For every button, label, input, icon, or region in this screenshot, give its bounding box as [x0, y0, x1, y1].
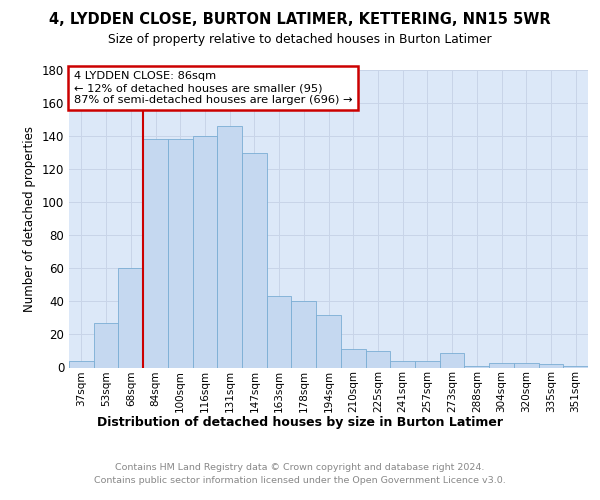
Bar	[341, 350, 365, 368]
Text: 4 LYDDEN CLOSE: 86sqm
← 12% of detached houses are smaller (95)
87% of semi-deta: 4 LYDDEN CLOSE: 86sqm ← 12% of detached …	[74, 72, 353, 104]
Bar	[267, 296, 292, 368]
Bar	[514, 362, 539, 368]
Bar	[193, 136, 217, 368]
Bar	[390, 361, 415, 368]
Text: Size of property relative to detached houses in Burton Latimer: Size of property relative to detached ho…	[108, 32, 492, 46]
Bar	[440, 352, 464, 368]
Text: 4, LYDDEN CLOSE, BURTON LATIMER, KETTERING, NN15 5WR: 4, LYDDEN CLOSE, BURTON LATIMER, KETTERI…	[49, 12, 551, 28]
Bar	[242, 152, 267, 368]
Bar	[69, 361, 94, 368]
Bar	[563, 366, 588, 368]
Text: Contains HM Land Registry data © Crown copyright and database right 2024.: Contains HM Land Registry data © Crown c…	[115, 462, 485, 471]
Text: Contains public sector information licensed under the Open Government Licence v3: Contains public sector information licen…	[94, 476, 506, 485]
Bar	[292, 302, 316, 368]
Y-axis label: Number of detached properties: Number of detached properties	[23, 126, 36, 312]
Bar	[365, 351, 390, 368]
Bar	[316, 314, 341, 368]
Text: Distribution of detached houses by size in Burton Latimer: Distribution of detached houses by size …	[97, 416, 503, 429]
Bar	[168, 140, 193, 368]
Bar	[143, 140, 168, 368]
Bar	[217, 126, 242, 368]
Bar	[118, 268, 143, 368]
Bar	[489, 362, 514, 368]
Bar	[464, 366, 489, 368]
Bar	[415, 361, 440, 368]
Bar	[94, 323, 118, 368]
Bar	[539, 364, 563, 368]
